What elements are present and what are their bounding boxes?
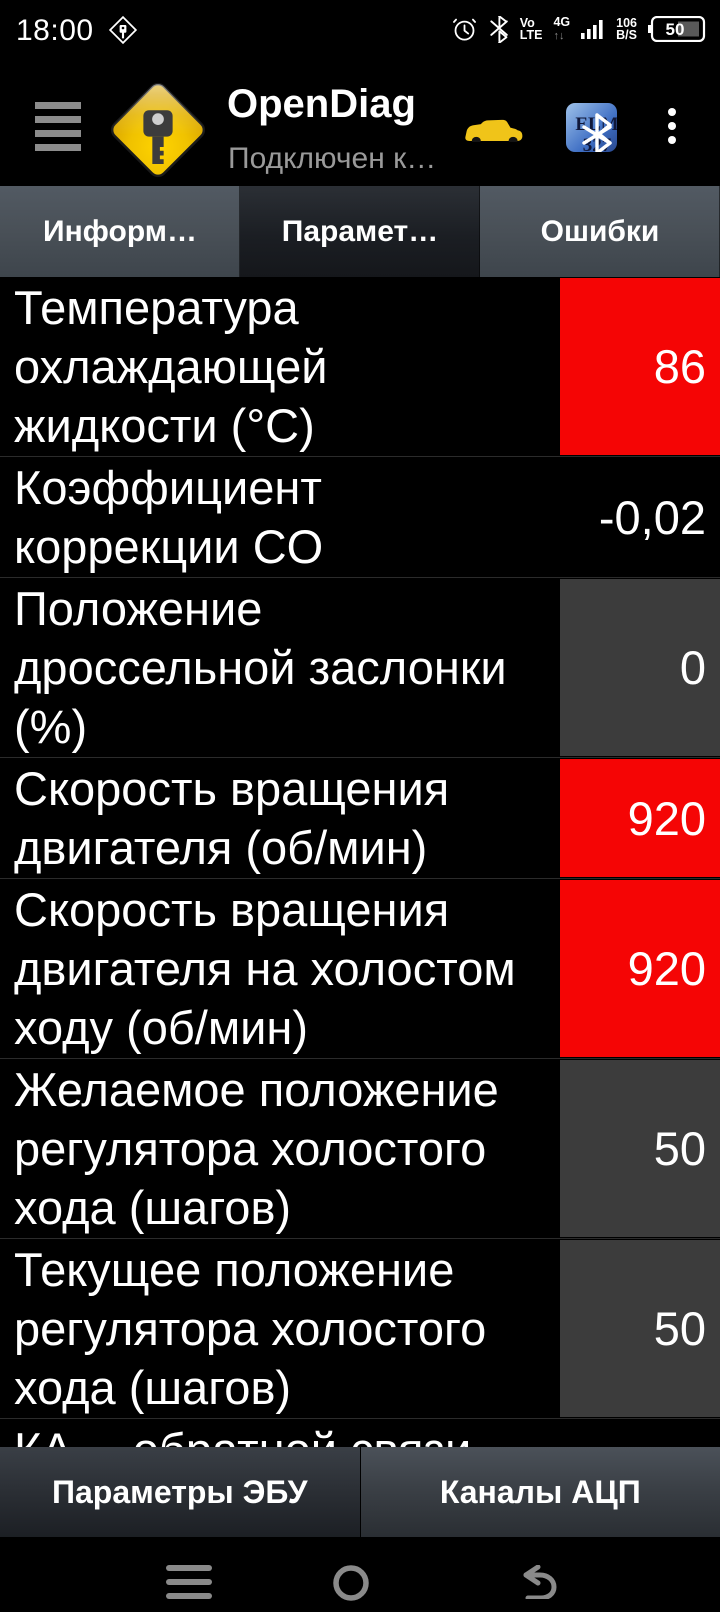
svg-text:50: 50 (666, 20, 685, 39)
